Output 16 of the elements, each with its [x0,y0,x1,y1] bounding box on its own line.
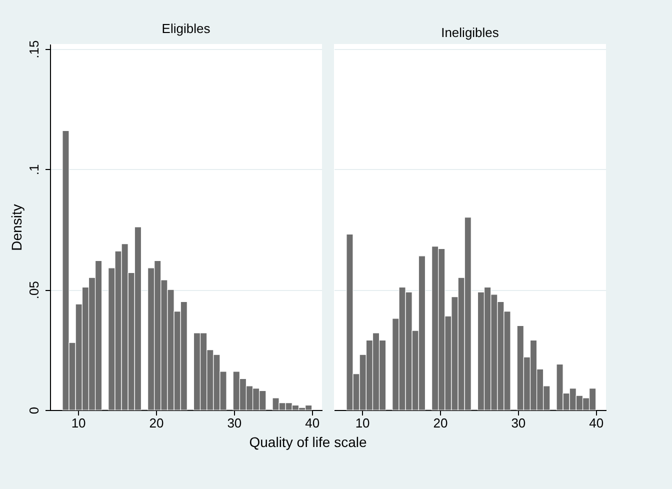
y-axis-title: Density [8,204,24,251]
y-tick-label: .05 [26,281,42,300]
y-tick-label: .15 [26,40,42,58]
x-tick-label: 20 [433,416,448,430]
chart-title: Ineligibles [441,25,500,40]
chart-title: Eligibles [162,20,211,36]
x-tick-label: 20 [149,416,164,430]
y-tick-label: 0 [26,406,42,414]
x-axis-title: Quality of life scale [249,434,367,450]
x-tick-label: 10 [355,416,370,430]
x-tick-label: 40 [589,416,604,430]
y-tick-label: .1 [26,164,42,176]
x-tick-label: 30 [227,416,242,430]
x-tick-label: 40 [305,416,320,430]
x-tick-label: 30 [511,416,526,430]
x-tick-label: 10 [71,416,86,430]
